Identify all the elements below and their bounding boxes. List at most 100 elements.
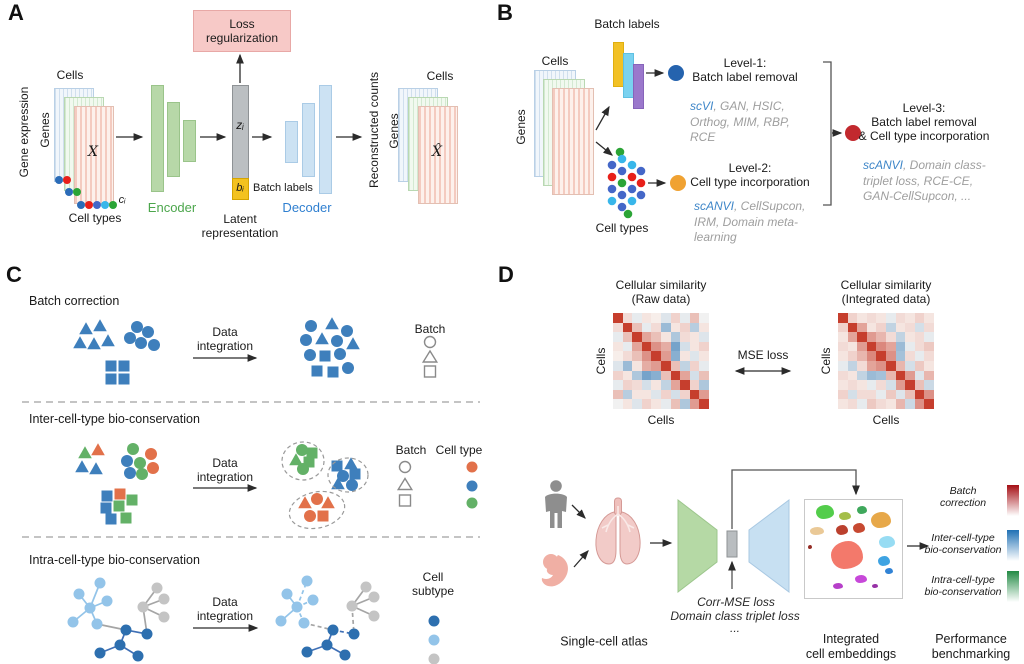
heatmap-cell [651,389,661,400]
heatmap-cell [632,389,642,400]
heatmap-cell [661,332,671,342]
heatmap-cell [641,313,652,323]
heatmap-cell [886,389,896,400]
heatmap-cell [651,332,661,342]
level2-line2: Cell type incorporation [690,175,810,189]
heatmap-cell [651,341,661,352]
scatter-triangle [87,337,101,350]
heatmap-cell [641,341,652,352]
cell-type-dot [607,184,617,194]
heatmap-cell [651,313,661,323]
heatmap-cell [632,370,642,381]
cell-type-dot [636,190,646,200]
heatmap-cell [689,313,700,323]
heatmap-cell [876,370,886,381]
heatmap-cell [641,399,652,409]
cell-subtype-legend-dot [428,634,440,646]
scatter-triangle [73,336,87,349]
heatmap-cell [680,399,690,409]
heatmap-cell [699,313,709,323]
heatmap-cell [622,313,633,323]
scatter-circle [331,335,343,347]
heatmap-cell [613,313,623,323]
data-integration-arrows [193,354,259,632]
metric-line2: bio-conservation [924,544,1002,556]
heatmap-cell [699,389,709,400]
level1-dot [668,65,684,81]
performance-benchmarking-caption: Performance benchmarking [932,632,1011,662]
heatmap-cell [905,399,915,409]
network-node [368,591,380,603]
scatter-square [319,350,331,362]
heatmap-cell [699,341,709,352]
integrated-title-line1: Cellular similarity [840,278,932,292]
cell-subtype-networks [67,575,380,662]
heatmap-cell [838,361,848,371]
heatmap-cell [876,399,886,409]
scatter-triangle [79,322,93,335]
heatmap-cell [680,389,690,400]
scatter-circle [300,334,312,346]
metric-line2: bio-conservation [924,586,1002,598]
encoder-layer-bar [183,120,196,162]
cell-type-dot [617,166,627,176]
level2-title: Level-2: Cell type incorporation [690,161,809,189]
heatmap-cell [838,313,848,323]
fetus-icon [541,554,568,587]
heatmap-cell [661,322,671,333]
heatmap-cell [886,370,896,381]
batch-legend-shapes-row2 [396,460,414,507]
panel-a-flow-arrows [116,53,363,141]
scatter-triangle [289,453,303,466]
cell-type-legend-dot [466,480,478,492]
heatmap-cell [651,361,661,371]
heatmap-cell [670,380,681,390]
heatmap-cell [895,313,906,323]
heatmap-cell [895,322,906,333]
row1-left [73,319,160,385]
cells-axis-label: Cells [594,347,608,375]
heatmap-cell [866,380,877,390]
embedding-cluster [871,512,891,528]
heatmap-cell [680,322,690,333]
embedding-cluster [808,545,812,549]
batch-labels-title: Batch labels [594,17,660,31]
network-node [73,588,85,600]
lungs-icon [595,497,641,565]
heatmap-cell [680,361,690,371]
batch-label-bar-purple [633,64,644,109]
cell-types-label: Cell types [68,211,122,225]
heatmap-cell [632,361,642,371]
legend-cell-type-title: Cell type [435,443,483,457]
heatmap-cell [680,370,690,381]
heatmap-cell [857,399,867,409]
heatmap-cell [641,332,652,342]
scatter-square [349,468,361,480]
scatter-triangle [298,496,312,509]
embedding-cluster [885,568,893,574]
heatmap-cell [661,380,671,390]
heatmap-cell [622,341,633,352]
level2-dot [670,175,686,191]
heatmap-cell [622,389,633,400]
heatmap-cell [866,399,877,409]
level1-line1: Level-1: [723,56,767,70]
cell-type-dot [85,201,93,209]
subtype-line2: subtype [411,584,455,598]
legend-batch-title: Batch [414,322,446,336]
heatmap-cell [886,380,896,390]
reconstructed-counts-label: Reconstructed counts [367,71,381,189]
heatmap-cell [914,370,925,381]
heatmap-cell [895,380,906,390]
heatmap-cell [876,351,886,361]
embedding-cluster [872,584,878,588]
latent-connector-lines [728,469,860,589]
heatmap-cell [924,322,934,333]
heatmap-cell [641,370,652,381]
level1-methods: scVI, GAN, HSIC, Orthog, MIM, RBP, RCE [690,99,796,146]
network-node [137,601,149,613]
embedding-cluster [879,536,895,548]
scatter-circle [127,443,139,455]
heatmap-cell [857,351,867,361]
scatter-square [118,360,130,372]
